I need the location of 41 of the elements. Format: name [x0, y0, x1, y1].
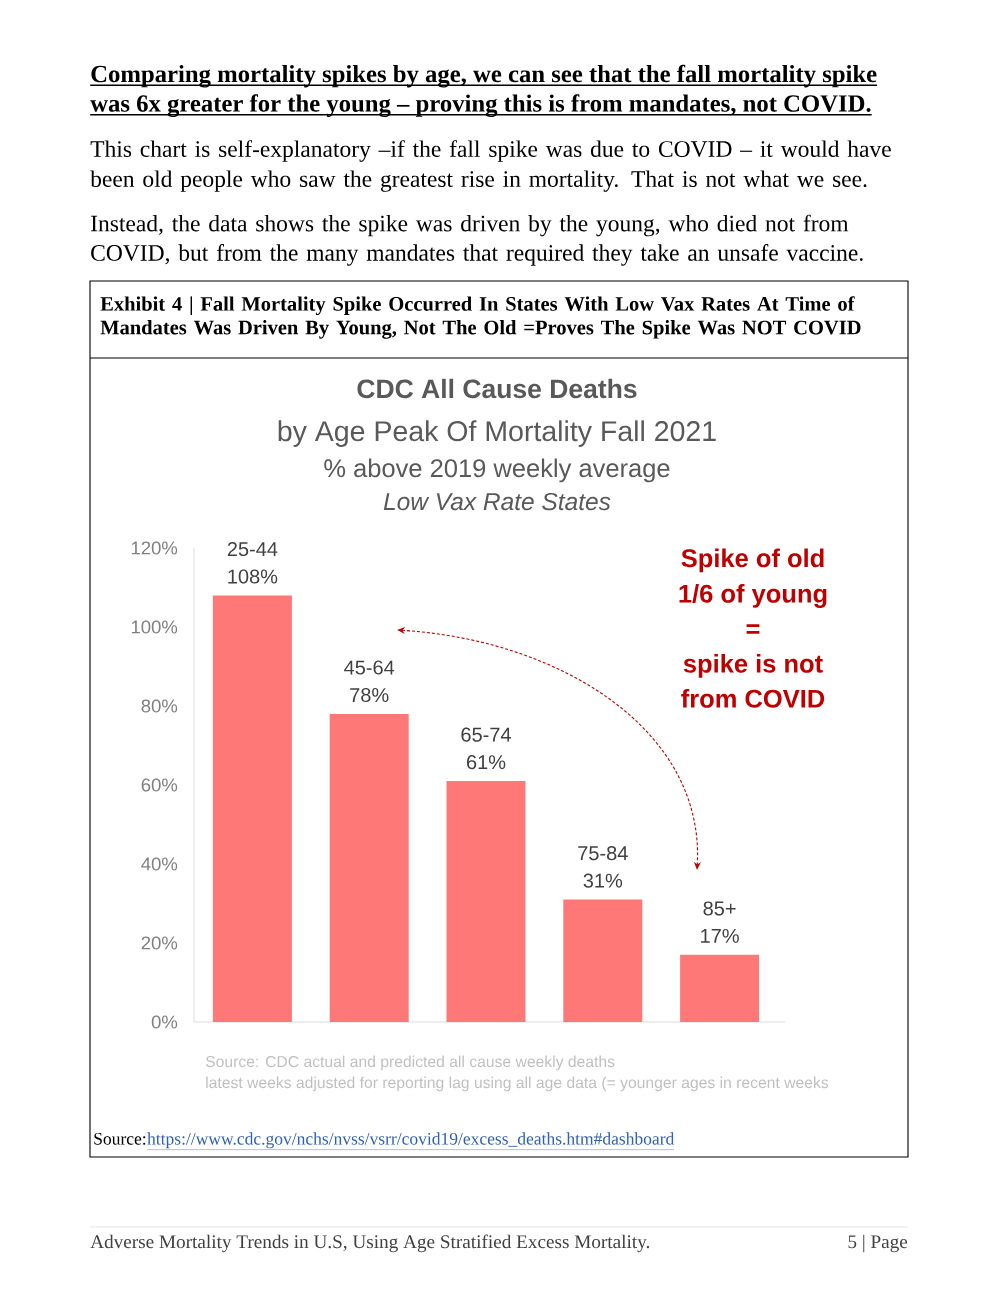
text: latest weeks adjusted for reporting lag using all age data (= younger ages in recent weeks [206, 1076, 829, 1092]
y-tick-label: 100% [131, 620, 178, 634]
y-tick-label: 60% [141, 778, 178, 792]
bar [329, 713, 409, 1022]
y-tick-label: 0% [151, 1015, 178, 1029]
x-tick-label: 65-74 [461, 727, 511, 742]
annotation: spike is not [683, 654, 823, 678]
text: Exhibit 4 | Fall Mortality Spike Occurred In States With Low Vax Rates At Time of Mandates Was Driven By Young, Not The Old =Proves The Spike Was NOT COVID [100, 296, 861, 339]
text: Low Vax Rate States [383, 492, 611, 511]
data-label: 108% [228, 569, 278, 584]
chart-title: CDC All Cause Deaths [357, 378, 637, 399]
bar [212, 595, 292, 1022]
text: https://www.cdc.gov/nchs/nvss/vsrr/covid19/excess_deaths.htm#dashboard [147, 1132, 675, 1149]
source-note: Source: [94, 1132, 146, 1145]
x-tick-label: 75-84 [578, 846, 628, 861]
annotation: from COVID [681, 689, 825, 708]
chart-subtitle: by Age Peak Of Mortality Fall 2021 [278, 420, 716, 447]
bar [680, 954, 760, 1022]
text: This chart is self-explanatory –if the fall spike was due to COVID – it would have been old people who saw the greatest rise in mortality. That is not what we see. [90, 140, 891, 192]
x-tick-label: 25-44 [227, 541, 278, 557]
data-label: 78% [350, 687, 389, 703]
data-label: 31% [583, 873, 623, 888]
y-tick-label: 40% [141, 857, 178, 871]
annotation: 1/6 of young [679, 584, 827, 608]
text: Comparing mortality spikes by age, we can see that the fall mortality spike was 6x greater for the young – proving this is from mandates, not COVID. [90, 64, 877, 118]
bar [563, 899, 643, 1022]
text: 5 | Page [848, 1234, 908, 1253]
y-tick-label: 20% [141, 936, 178, 950]
annotation: Spike of old [681, 548, 824, 573]
text: Adverse Mortality Trends in U.S, Using Age Stratified Excess Mortality. [90, 1234, 650, 1253]
y-tick-label: 120% [131, 541, 178, 555]
x-tick-label: 85+ [703, 901, 736, 916]
x-tick-label: 45-64 [344, 660, 395, 675]
data-label: 17% [701, 928, 739, 943]
bar [446, 781, 526, 1022]
data-label: 61% [467, 755, 506, 770]
text: Instead, the data shows the spike was driven by the young, who died not from COVID, but from the many mandates that required they take an unsafe vaccine. [91, 214, 863, 266]
annotation: = [746, 624, 760, 634]
y-tick-label: 80% [141, 699, 178, 713]
text: % above 2019 weekly average [324, 458, 670, 483]
source-note: Source: CDC actual and predicted all cause weekly deaths [205, 1055, 615, 1071]
